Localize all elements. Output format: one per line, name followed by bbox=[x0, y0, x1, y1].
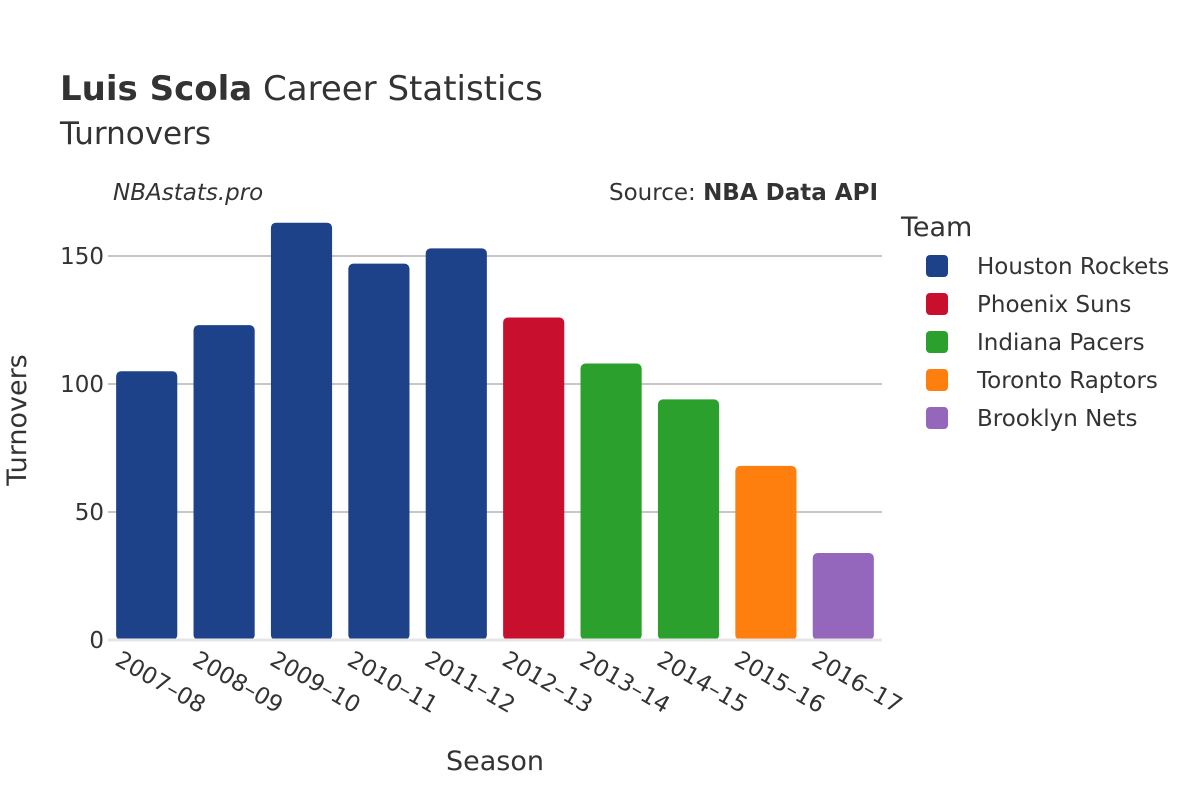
source-name: NBA Data API bbox=[703, 180, 878, 206]
bar-2015–16[interactable] bbox=[735, 465, 797, 640]
legend-swatch bbox=[926, 369, 948, 391]
bar-2013–14[interactable] bbox=[580, 363, 642, 640]
chart-title-player: Luis Scola bbox=[60, 69, 252, 109]
y-tick-label: 150 bbox=[60, 244, 104, 270]
x-axis-ticks: 2007–082008–092009–102010–112011–122012–… bbox=[111, 647, 907, 719]
legend-swatch bbox=[926, 293, 948, 315]
bar-2014–15[interactable] bbox=[657, 399, 720, 640]
legend-item-label[interactable]: Toronto Raptors bbox=[976, 368, 1158, 394]
chart-title: Luis Scola Career Statistics bbox=[60, 69, 543, 109]
chart-subtitle: Turnovers bbox=[59, 116, 211, 152]
bar-2012–13[interactable] bbox=[503, 317, 565, 640]
x-axis-title: Season bbox=[446, 746, 544, 777]
legend: Houston Rockets Phoenix Suns Indiana Pacer… bbox=[926, 254, 1169, 432]
y-axis-title: Turnovers bbox=[2, 354, 33, 487]
legend-item-label[interactable]: Houston Rockets bbox=[977, 254, 1169, 280]
legend-swatch bbox=[926, 407, 948, 429]
y-axis-ticks: 0 50 100 150 bbox=[60, 244, 104, 654]
bars bbox=[116, 222, 874, 640]
source-prefix: Source: bbox=[609, 180, 703, 206]
y-tick-label: 0 bbox=[89, 628, 104, 654]
legend-item-label[interactable]: Brooklyn Nets bbox=[977, 406, 1137, 432]
y-tick-label: 50 bbox=[75, 500, 104, 526]
legend-title: Team bbox=[900, 212, 972, 243]
watermark-text: NBAstats.pro bbox=[113, 180, 263, 206]
legend-swatch bbox=[926, 255, 948, 277]
y-tick-label: 100 bbox=[60, 372, 104, 398]
bar-2016–17[interactable] bbox=[812, 552, 874, 640]
bar-2011–12[interactable] bbox=[425, 248, 487, 640]
bar-2007–08[interactable] bbox=[116, 371, 178, 640]
bar-2008–09[interactable] bbox=[193, 325, 255, 640]
source-text: Source: NBA Data API bbox=[609, 180, 878, 206]
legend-swatch bbox=[926, 331, 948, 353]
bar-2009–10[interactable] bbox=[270, 222, 333, 640]
legend-item-label[interactable]: Indiana Pacers bbox=[977, 330, 1145, 356]
legend-item-label[interactable]: Phoenix Suns bbox=[977, 292, 1131, 318]
bar-2010–11[interactable] bbox=[348, 263, 410, 640]
chart-title-rest: Career Statistics bbox=[252, 69, 543, 109]
